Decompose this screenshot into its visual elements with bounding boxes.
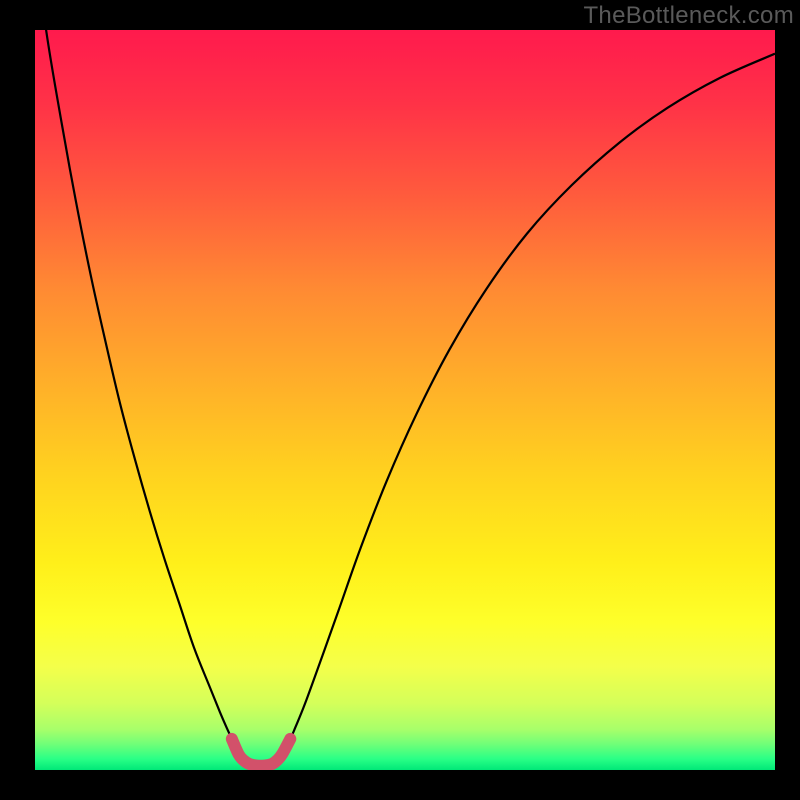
- plot-area: [35, 30, 775, 770]
- chart-svg: [35, 30, 775, 770]
- gradient-background: [35, 30, 775, 770]
- watermark-text: TheBottleneck.com: [583, 2, 794, 30]
- figure-container: TheBottleneck.com: [0, 0, 800, 800]
